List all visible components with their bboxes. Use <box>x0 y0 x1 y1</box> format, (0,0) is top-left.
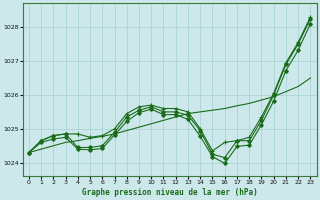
X-axis label: Graphe pression niveau de la mer (hPa): Graphe pression niveau de la mer (hPa) <box>82 188 258 197</box>
